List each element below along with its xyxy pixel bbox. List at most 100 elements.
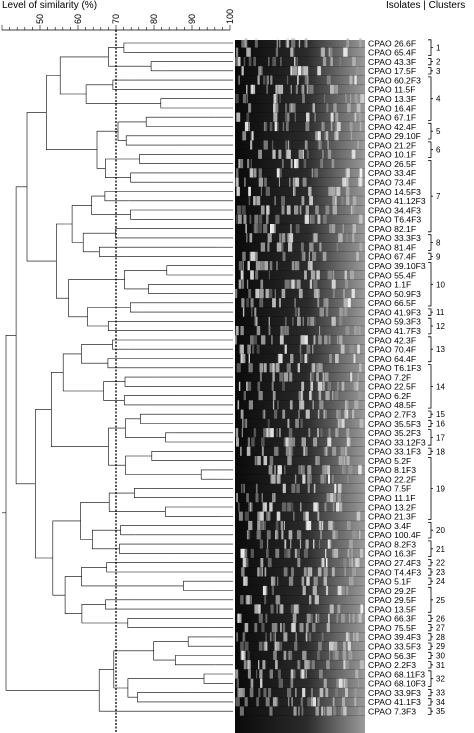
cluster-bracket (428, 317, 433, 335)
gel-band (264, 177, 267, 187)
gel-band (350, 205, 353, 215)
gel-band (324, 94, 326, 104)
gel-band (328, 428, 331, 438)
gel-band (333, 641, 338, 651)
isolate-label: CPAO 21.3F (368, 512, 416, 522)
gel-band (249, 214, 252, 224)
dendrogram-branch (160, 98, 184, 109)
gel-band (340, 706, 345, 716)
isolate-label: CPAO 7.5F (368, 484, 411, 494)
gel-band (343, 660, 347, 670)
gel-lane (235, 548, 365, 559)
gel-band (246, 121, 250, 132)
gel-band (276, 242, 282, 252)
gel-band (343, 456, 346, 466)
isolate-label: CPAO 3.4F (368, 521, 411, 531)
dendrogram-branch (108, 321, 170, 331)
gel-band (291, 47, 295, 57)
gel-band (326, 75, 331, 85)
gel-band (336, 381, 340, 391)
gel-band (294, 474, 297, 484)
gel-band (314, 168, 319, 178)
gel-band (298, 66, 301, 76)
isolate-label: CPAO 7.2F (368, 372, 411, 382)
gel-band (246, 530, 249, 540)
gel-band (314, 316, 316, 327)
isolate-label: CPAO 33.5F3 (368, 642, 421, 652)
gel-band (266, 75, 269, 85)
gel-band (242, 632, 246, 642)
gel-band (336, 428, 339, 438)
gel-band (261, 567, 263, 577)
gel-band (308, 186, 312, 197)
gel-band (329, 641, 334, 651)
gel-band (240, 353, 243, 364)
gel-band (257, 456, 261, 466)
cluster-bracket (428, 614, 433, 622)
gel-band (259, 363, 264, 373)
gel-band (312, 623, 316, 633)
gel-band (240, 446, 242, 456)
gel-band (352, 196, 357, 206)
gel-band (344, 270, 347, 280)
gel-band (343, 678, 346, 688)
gel-band (359, 326, 361, 336)
gel-band (301, 196, 305, 206)
gel-lane (235, 530, 365, 540)
gel-band (265, 632, 267, 642)
gel-band (271, 585, 274, 596)
gel-band (265, 288, 269, 299)
gel-lane (235, 567, 365, 577)
gel-band (317, 140, 322, 150)
gel-band (322, 149, 324, 159)
gel-band (241, 279, 244, 289)
gel-band (238, 381, 241, 391)
gel-band (246, 381, 248, 391)
gel-band (305, 409, 310, 419)
gel-band (272, 298, 276, 308)
gel-band (235, 214, 238, 224)
gel-band (266, 214, 269, 224)
gel-band (308, 632, 312, 642)
gel-band (337, 335, 339, 345)
gel-band (323, 131, 329, 141)
gel-band (322, 465, 327, 475)
gel-band (251, 131, 254, 141)
gel-band (352, 530, 357, 540)
gel-band (342, 465, 344, 475)
gel-lane (235, 539, 365, 549)
gel-band (303, 548, 308, 559)
isolate-label: CPAO 67.1F (368, 113, 416, 123)
gel-band (295, 688, 297, 698)
gel-band (287, 688, 292, 698)
gel-band (289, 446, 294, 456)
gel-band (318, 66, 322, 76)
gel-band (253, 428, 257, 438)
gel-band (336, 131, 339, 141)
gel-band (347, 474, 349, 484)
gel-band (325, 205, 330, 215)
gel-band (313, 576, 315, 586)
gel-band (359, 38, 362, 48)
isolate-label: CPAO 22.5F (368, 382, 416, 392)
dendrogram-branch (52, 520, 81, 596)
gel-band (355, 326, 360, 336)
gel-band (283, 650, 287, 661)
gel-band (265, 511, 269, 521)
gel-band (294, 641, 298, 651)
gel-band (295, 224, 300, 234)
isolate-label: CPAO 27.4F3 (368, 558, 421, 568)
gel-band (322, 381, 325, 391)
gel-band (332, 270, 335, 280)
gel-band (335, 121, 338, 132)
isolate-label: CPAO 33.3F3 (368, 233, 421, 243)
isolate-label: CPAO 13.2F (368, 502, 416, 512)
gel-band (241, 428, 243, 438)
gel-band (255, 261, 261, 271)
gel-band (311, 688, 313, 698)
dendrogram-branch (103, 381, 125, 401)
gel-band (288, 697, 290, 707)
gel-band (337, 585, 342, 596)
isolate-label: CPAO 70.4F (368, 345, 416, 355)
cluster-bracket (428, 670, 433, 687)
